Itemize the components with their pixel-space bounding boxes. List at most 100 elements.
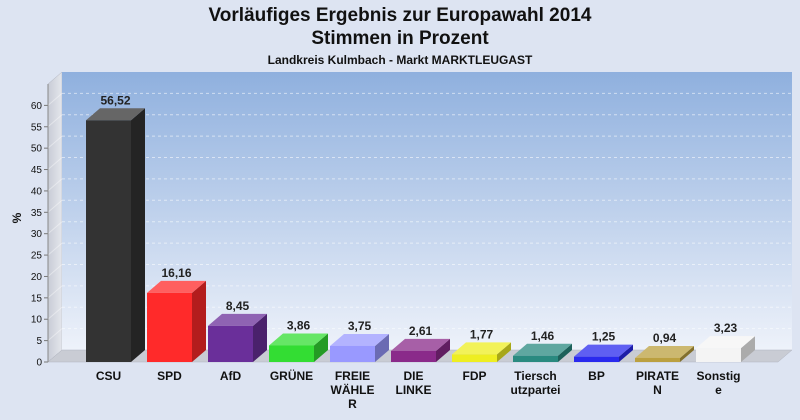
bar-top xyxy=(208,313,267,326)
value-label: 3,23 xyxy=(714,321,738,335)
bar-top xyxy=(330,333,389,346)
y-tick-label: 35 xyxy=(31,208,43,219)
bar-front xyxy=(269,345,314,362)
bar xyxy=(452,342,511,362)
value-label: 16,16 xyxy=(161,266,191,280)
bar-side xyxy=(558,343,572,362)
y-tick-label: 10 xyxy=(31,315,43,326)
value-label: 1,25 xyxy=(592,330,616,344)
x-tick-label: Tiersch xyxy=(514,369,556,383)
bar-front xyxy=(696,348,741,362)
grid-line-side xyxy=(47,199,63,213)
y-axis-label: % xyxy=(10,212,24,223)
bar-front xyxy=(330,345,375,362)
value-label: 1,46 xyxy=(531,329,555,343)
x-tick-label: e xyxy=(715,383,722,397)
grid-line-side xyxy=(47,328,63,341)
grid-line-side xyxy=(47,242,63,256)
y-tick-label: 40 xyxy=(31,186,43,197)
bar-side xyxy=(497,342,511,362)
y-tick-label: 55 xyxy=(31,122,43,133)
grid-line-side xyxy=(47,306,63,320)
bar-side xyxy=(314,333,328,362)
bar-side xyxy=(253,313,267,362)
value-label: 3,75 xyxy=(348,319,372,333)
bar-top xyxy=(696,336,755,349)
value-labels: 56,52 16,16 8,45 3,86 3,75 2,61 1,77 1,46 1,25 0,… xyxy=(100,93,737,345)
grid-line-side xyxy=(47,157,63,170)
x-tick-label: GRÜNE xyxy=(270,368,313,383)
x-tick-label: DIE xyxy=(403,369,423,383)
bar xyxy=(330,333,389,362)
grid-line-side xyxy=(47,178,63,192)
bar xyxy=(574,344,633,362)
bar-side xyxy=(619,344,633,362)
bar-top xyxy=(86,108,145,121)
bar xyxy=(147,280,206,362)
bar-side xyxy=(680,345,694,362)
x-tick-label: FREIE xyxy=(335,369,370,383)
x-tick-label: LINKE xyxy=(396,383,432,397)
y-tick-label: 25 xyxy=(31,251,43,262)
grid-line-side xyxy=(47,114,63,128)
chart-subtitle: Stimmen in Prozent xyxy=(311,28,489,49)
x-tick-label: N xyxy=(653,383,662,397)
bar xyxy=(86,108,145,362)
bar-front xyxy=(513,355,558,362)
bar xyxy=(635,345,694,362)
value-label: 0,94 xyxy=(653,331,677,345)
value-label: 56,52 xyxy=(100,93,130,107)
y-tick-label: 50 xyxy=(31,144,43,155)
bar xyxy=(269,333,328,362)
grid-line-side xyxy=(47,221,63,235)
x-tick-label: PIRATE xyxy=(636,369,679,383)
bar-top xyxy=(452,342,511,355)
y-tick-label: 45 xyxy=(31,165,43,176)
value-label: 2,61 xyxy=(409,324,433,338)
bar-side xyxy=(192,280,206,362)
y-tick-label: 5 xyxy=(36,336,42,347)
grid-line-side xyxy=(47,93,63,106)
x-tick-label: SPD xyxy=(157,369,182,383)
x-tick-label: utzpartei xyxy=(510,383,560,397)
bar xyxy=(391,338,450,362)
bar-top xyxy=(513,343,572,356)
x-tick-label: FDP xyxy=(463,369,487,383)
bar-top xyxy=(574,344,633,357)
bar xyxy=(696,336,755,362)
y-axis-ticks: 0 5 10 15 20 25 30 35 40 45 50 55 60 xyxy=(31,101,48,369)
y-tick-label: 20 xyxy=(31,272,43,283)
y-tick-label: 30 xyxy=(31,229,43,240)
bar-top xyxy=(147,280,206,293)
grid-line-side xyxy=(47,264,63,277)
grid-line-side xyxy=(47,285,63,299)
bar xyxy=(513,343,572,362)
bar-top xyxy=(635,345,694,358)
bar-front xyxy=(208,325,253,362)
bar-front xyxy=(391,350,436,362)
y-tick-label: 60 xyxy=(31,101,43,112)
bar-side xyxy=(131,108,145,362)
x-tick-label: BP xyxy=(588,369,605,383)
bar-front xyxy=(86,120,131,362)
grid-line-side xyxy=(47,135,63,149)
chart-title: Vorläufiges Ergebnis zur Europawahl 2014 xyxy=(208,5,592,26)
bars xyxy=(86,108,755,362)
bar xyxy=(208,313,267,362)
bar-side xyxy=(741,336,755,362)
bar-front xyxy=(452,354,497,362)
x-tick-label: Sonstig xyxy=(697,369,741,383)
value-label: 8,45 xyxy=(226,299,250,313)
value-label: 3,86 xyxy=(287,318,311,332)
bar-side xyxy=(375,333,389,362)
value-label: 1,77 xyxy=(470,327,494,341)
bar-top xyxy=(391,338,450,351)
plot-side-wall xyxy=(47,71,63,363)
x-tick-label: R xyxy=(348,397,357,411)
y-tick-label: 0 xyxy=(36,358,42,369)
bar-side xyxy=(436,338,450,362)
x-tick-label: WÄHLE xyxy=(331,382,375,397)
chart-region: Landkreis Kulmbach - Markt MARKTLEUGAST xyxy=(267,53,533,67)
